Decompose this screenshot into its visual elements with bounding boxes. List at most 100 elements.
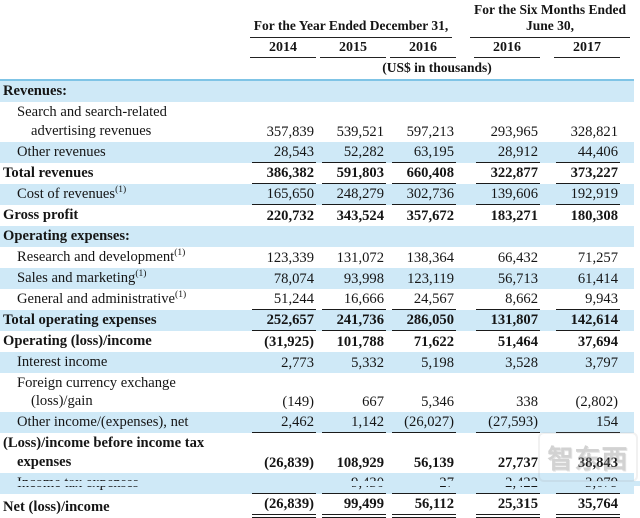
cell-value: 293,965 <box>490 123 539 140</box>
cell-value: 539,521 <box>336 123 384 140</box>
cell-value <box>542 78 635 102</box>
cell-value: 93,998 <box>318 267 388 289</box>
cell-value: 44,406 <box>542 141 635 163</box>
row-label: Gross profit <box>3 206 79 223</box>
cell-value: 8,662 <box>458 289 542 310</box>
row-label: Net (loss)/income <box>3 499 110 516</box>
cell-value: 9,943 <box>542 289 634 310</box>
table-row: Net (loss)/income (26,839) 99,499 56,112 25,… <box>0 494 634 518</box>
cell-value: 5,332 <box>318 351 388 373</box>
table-row: Total revenues 386,382 591,803 660,408 322,8… <box>0 163 634 184</box>
row-label: Sales and marketing(1) <box>0 267 240 289</box>
table-row: Other revenues 28,543 52,282 63,195 28,912 44… <box>0 141 635 163</box>
row-label: Revenues: <box>0 78 240 102</box>
cell-value: 71,257 <box>577 249 619 266</box>
cell-value: (26,839) <box>240 494 318 518</box>
cell-value: 131,807 <box>458 309 543 331</box>
cell-value: 1,142 <box>318 412 388 434</box>
table-row: Foreign currency exchange (loss)/gain (149… <box>0 373 634 413</box>
cell-value <box>318 225 388 247</box>
table-row: Operating expenses: <box>0 225 635 247</box>
cell-value: (26,027) <box>388 412 459 434</box>
cell-value <box>388 78 459 102</box>
cell-value: 35,764 <box>542 494 634 518</box>
row-label: Total revenues <box>3 164 94 181</box>
cell-value: 591,803 <box>318 163 388 184</box>
table-row: Other income/(expenses), net 2,462 1,142 (2… <box>0 412 635 434</box>
cell-value: 123,119 <box>388 267 459 289</box>
cell-value: (149) <box>282 394 314 411</box>
header-year-row: 2014 2015 2016 2016 2017 <box>0 37 635 58</box>
cell-value: 302,736 <box>388 183 459 205</box>
table-row: Total operating expenses 252,657 241,736 28… <box>0 309 635 331</box>
year-group-label: For the Year Ended December 31, <box>250 18 453 38</box>
cell-value: 101,788 <box>336 333 384 350</box>
cell-value <box>458 78 543 102</box>
table-row: Interest income 2,773 5,332 5,198 3,528 3,797 <box>0 351 635 373</box>
cell-value: 597,213 <box>406 123 455 140</box>
cell-value: 220,732 <box>266 207 314 224</box>
row-label: Foreign currency exchange (loss)/gain <box>17 374 176 410</box>
cell-value: 28,543 <box>240 141 318 163</box>
cell-value: 373,227 <box>542 163 634 184</box>
cell-value: 180,308 <box>570 207 619 224</box>
cell-value: 322,877 <box>458 163 542 184</box>
cell-value: 24,567 <box>388 289 458 310</box>
row-label: Other revenues <box>0 141 240 163</box>
cell-value: 660,408 <box>388 163 458 184</box>
cell-value: 142,614 <box>542 309 635 331</box>
cell-value: 56,713 <box>458 267 543 289</box>
row-label: Total operating expenses <box>0 309 240 331</box>
cell-value: (26,839) <box>264 455 314 472</box>
bottom-row-strip <box>0 481 640 486</box>
table-row: (Loss)/income before income tax expenses (… <box>0 433 634 473</box>
header-spacer <box>0 2 240 38</box>
cell-value: 2,773 <box>240 351 318 373</box>
cell-value <box>388 225 459 247</box>
cell-value: 357,672 <box>406 207 455 224</box>
cell-value: 165,650 <box>240 183 318 205</box>
row-label: Interest income <box>0 351 240 373</box>
cell-value: 192,919 <box>542 183 635 205</box>
cell-value: 386,382 <box>240 163 318 184</box>
table-row: General and administrative(1) 51,244 16,66… <box>0 289 634 310</box>
year-group-cell: For the Year Ended December 31, <box>240 2 459 38</box>
cell-value: 343,524 <box>336 207 384 224</box>
header-spacer <box>0 57 240 80</box>
cell-value: 328,821 <box>570 123 619 140</box>
cell-value: (31,925) <box>264 333 314 350</box>
row-label: Cost of revenues(1) <box>0 183 240 205</box>
cell-value: 61,414 <box>542 267 635 289</box>
cell-value: 241,736 <box>318 309 388 331</box>
table-body: Revenues: Search and search-related advert… <box>0 78 635 518</box>
cell-value: 108,929 <box>336 455 384 472</box>
cell-value: 248,279 <box>318 183 388 205</box>
cell-value: 154 <box>542 412 635 434</box>
six-months-text-line1: For the Six Months Ended <box>474 2 627 17</box>
table-row: Sales and marketing(1) 78,074 93,998 123,11… <box>0 267 635 289</box>
table-row: Cost of revenues(1) 165,650 248,279 302,736… <box>0 183 635 205</box>
row-label: Research and development(1) <box>17 247 186 265</box>
cell-value: 5,198 <box>388 351 459 373</box>
cell-value: 51,464 <box>497 333 539 350</box>
table-row: Research and development(1) 123,339 131,07… <box>0 247 634 268</box>
cell-value: 183,271 <box>490 207 539 224</box>
cell-value: 131,072 <box>336 249 384 266</box>
table-row: Revenues: <box>0 78 635 102</box>
cell-value: 667 <box>362 394 384 411</box>
cell-value: 78,074 <box>240 267 318 289</box>
six-months-group-cell: For the Six Months Ended June 30, <box>458 2 635 38</box>
header-units-row: (US$ in thousands) <box>0 57 635 80</box>
cell-value: 38,843 <box>577 455 619 472</box>
cell-value: 338 <box>516 394 539 411</box>
cell-value: 37,694 <box>577 333 619 350</box>
cell-value: 252,657 <box>240 309 318 331</box>
row-label: Other income/(expenses), net <box>0 412 240 434</box>
table-row: Search and search-related advertising rev… <box>0 102 634 142</box>
table-row: Gross profit 220,732 343,524 357,672 183,271… <box>0 205 634 226</box>
cell-value: 2,462 <box>240 412 318 434</box>
cell-value: 5,346 <box>421 394 455 411</box>
cell-value: 66,432 <box>497 249 539 266</box>
year-column-2015: 2015 <box>318 37 388 58</box>
